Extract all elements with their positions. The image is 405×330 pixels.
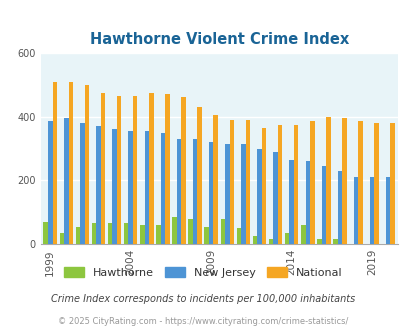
Bar (172, 217, 176, 244)
Bar (133, 96, 137, 244)
Bar (220, 219, 224, 244)
Bar (75, 227, 80, 244)
Bar (80, 123, 85, 244)
Bar (96, 126, 100, 244)
Bar (108, 223, 112, 244)
Bar (213, 115, 217, 244)
Bar (60, 233, 64, 244)
Legend: Hawthorne, New Jersey, National: Hawthorne, New Jersey, National (59, 263, 346, 282)
Bar (124, 223, 128, 244)
Bar (68, 82, 73, 244)
Bar (176, 139, 181, 244)
Bar (277, 124, 281, 244)
Bar (245, 120, 249, 244)
Bar (252, 236, 257, 244)
Bar (268, 240, 273, 244)
Bar (289, 160, 293, 244)
Bar (241, 144, 245, 244)
Bar (385, 177, 390, 244)
Bar (390, 123, 394, 244)
Bar (309, 121, 314, 244)
Bar (112, 129, 117, 244)
Bar (369, 177, 373, 244)
Title: Hawthorne Violent Crime Index: Hawthorne Violent Crime Index (90, 32, 348, 48)
Bar (128, 131, 133, 244)
Bar (117, 96, 121, 244)
Bar (316, 240, 321, 244)
Bar (188, 219, 192, 244)
Bar (224, 144, 229, 244)
Bar (48, 121, 52, 244)
Bar (229, 120, 233, 244)
Bar (64, 118, 68, 244)
Bar (85, 85, 89, 244)
Bar (197, 107, 201, 244)
Bar (52, 82, 57, 244)
Bar (300, 225, 305, 244)
Bar (257, 148, 261, 244)
Bar (293, 124, 298, 244)
Bar (204, 227, 209, 244)
Bar (140, 225, 144, 244)
Bar (144, 131, 149, 244)
Bar (321, 166, 325, 244)
Bar (305, 161, 309, 244)
Bar (341, 118, 346, 244)
Bar (149, 93, 153, 244)
Bar (273, 152, 277, 244)
Text: Crime Index corresponds to incidents per 100,000 inhabitants: Crime Index corresponds to incidents per… (51, 294, 354, 304)
Bar (261, 128, 266, 244)
Bar (337, 171, 341, 244)
Bar (43, 222, 48, 244)
Bar (284, 233, 289, 244)
Bar (156, 225, 160, 244)
Bar (325, 116, 330, 244)
Bar (333, 240, 337, 244)
Bar (100, 93, 105, 244)
Bar (92, 223, 96, 244)
Bar (192, 139, 197, 244)
Bar (165, 94, 169, 244)
Bar (236, 228, 241, 244)
Bar (353, 177, 357, 244)
Text: © 2025 CityRating.com - https://www.cityrating.com/crime-statistics/: © 2025 CityRating.com - https://www.city… (58, 317, 347, 326)
Bar (373, 123, 378, 244)
Bar (160, 133, 165, 244)
Bar (357, 121, 362, 244)
Bar (209, 142, 213, 244)
Bar (181, 97, 185, 244)
